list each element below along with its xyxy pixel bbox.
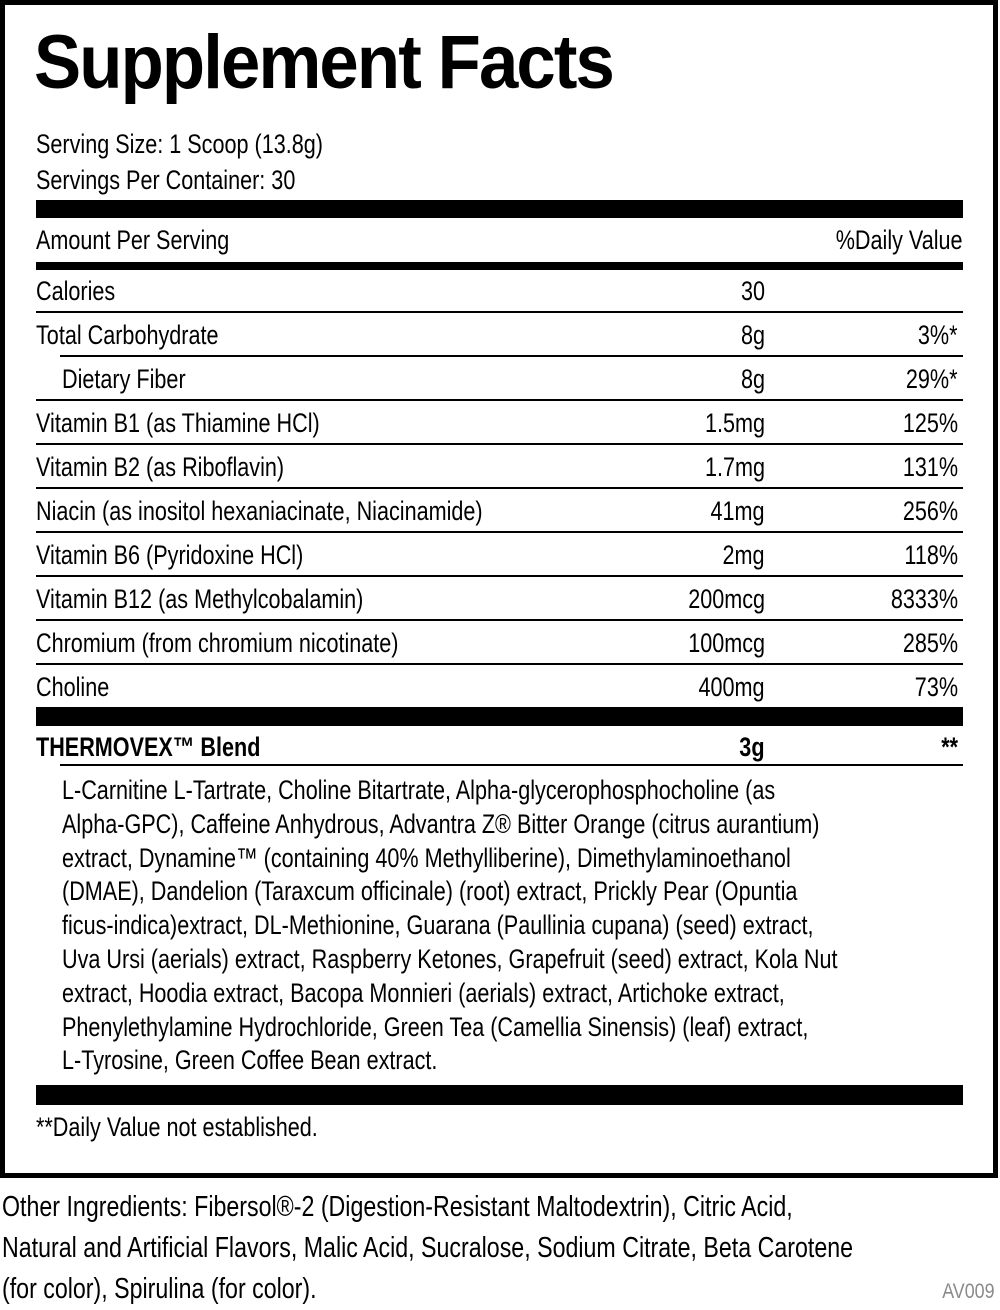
nutrient-daily-value: 73%	[914, 672, 958, 702]
nutrient-row: Niacin (as inositol hexaniacinate, Niaci…	[0, 496, 1000, 526]
divider-thick	[36, 1085, 963, 1105]
nutrient-amount: 41mg	[710, 496, 765, 526]
nutrient-amount: 1.5mg	[704, 408, 765, 438]
nutrient-daily-value: 3%*	[918, 320, 958, 350]
product-code: AV009	[941, 1280, 994, 1303]
serving-size: Serving Size: 1 Scoop (13.8g)	[36, 129, 323, 159]
nutrient-amount: 8g	[740, 320, 765, 350]
amount-per-serving-header: Amount Per Serving	[36, 225, 230, 255]
divider-thick	[36, 707, 963, 726]
blend-ingredient-line: extract, Dynamine™ (containing 40% Methy…	[62, 842, 791, 873]
blend-ingredient-line: L-Tyrosine, Green Coffee Bean extract.	[62, 1045, 438, 1076]
divider-medium	[36, 262, 963, 270]
nutrient-amount: 200mcg	[688, 584, 765, 614]
nutrient-amount: 400mg	[698, 672, 765, 702]
other-ingredients-line: Other Ingredients: Fibersol®-2 (Digestio…	[2, 1191, 793, 1223]
nutrient-name: Chromium (from chromium nicotinate)	[36, 628, 399, 658]
nutrient-daily-value: 256%	[902, 496, 958, 526]
footnote: **Daily Value not established.	[36, 1112, 318, 1142]
blend-name: THERMOVEX™ Blend	[36, 732, 261, 762]
nutrient-daily-value: 118%	[904, 540, 958, 570]
blend-dv: **	[941, 732, 958, 762]
blend-ingredient-line: Uva Ursi (aerials) extract, Raspberry Ke…	[62, 944, 838, 974]
nutrient-name: Dietary Fiber	[62, 364, 186, 394]
divider-thin	[36, 575, 963, 577]
nutrient-amount: 1.7mg	[704, 452, 765, 482]
nutrient-row: Total Carbohydrate 8g 3%*	[0, 320, 1000, 350]
divider-thin	[60, 355, 963, 357]
divider-thin	[36, 663, 963, 665]
other-ingredients-line: (for color), Spirulina (for color).	[2, 1273, 317, 1305]
nutrient-name: Vitamin B6 (Pyridoxine HCl)	[36, 540, 304, 570]
nutrient-row: Dietary Fiber 8g 29%*	[0, 364, 1000, 394]
blend-row: THERMOVEX™ Blend 3g **	[0, 732, 1000, 762]
nutrient-row: Vitamin B2 (as Riboflavin) 1.7mg 131%	[0, 452, 1000, 482]
nutrient-daily-value: 285%	[902, 628, 958, 658]
nutrient-row: Vitamin B12 (as Methylcobalamin) 200mcg …	[0, 584, 1000, 614]
servings-per-container: Servings Per Container: 30	[36, 165, 296, 195]
nutrient-row: Vitamin B6 (Pyridoxine HCl) 2mg 118%	[0, 540, 1000, 570]
nutrient-name: Calories	[36, 276, 116, 306]
nutrient-daily-value: 29%*	[906, 364, 958, 394]
blend-ingredient-line: extract, Hoodia extract, Bacopa Monnieri…	[62, 977, 785, 1008]
nutrient-amount: 2mg	[722, 540, 765, 570]
nutrient-row: Calories 30	[0, 276, 1000, 306]
nutrient-amount: 8g	[740, 364, 765, 394]
nutrient-row: Vitamin B1 (as Thiamine HCl) 1.5mg 125%	[0, 408, 1000, 438]
blend-ingredient-line: Phenylethylamine Hydrochloride, Green Te…	[62, 1011, 809, 1042]
blend-ingredient-line: ficus-indica)extract, DL-Methionine, Gua…	[62, 910, 814, 941]
nutrient-row: Chromium (from chromium nicotinate) 100m…	[0, 628, 1000, 658]
divider-thin	[36, 399, 963, 401]
nutrient-daily-value: 131%	[902, 452, 958, 482]
nutrient-name: Vitamin B2 (as Riboflavin)	[36, 452, 285, 482]
divider-thin	[60, 764, 963, 766]
divider-thin	[36, 311, 963, 313]
nutrient-amount: 100mcg	[688, 628, 765, 658]
nutrient-name: Vitamin B1 (as Thiamine HCl)	[36, 408, 320, 438]
divider-thick	[36, 200, 963, 218]
nutrient-amount: 30	[740, 276, 765, 306]
blend-ingredient-line: L-Carnitine L-Tartrate, Choline Bitartra…	[62, 775, 776, 805]
divider-thin	[36, 487, 963, 489]
divider-thin	[36, 619, 963, 621]
nutrient-name: Total Carbohydrate	[36, 320, 219, 350]
nutrient-name: Niacin (as inositol hexaniacinate, Niaci…	[36, 496, 483, 526]
blend-amount: 3g	[739, 732, 765, 762]
nutrient-name: Vitamin B12 (as Methylcobalamin)	[36, 584, 364, 614]
nutrient-daily-value: 125%	[902, 408, 958, 438]
nutrient-name: Choline	[36, 672, 110, 702]
blend-ingredient-line: Alpha-GPC), Caffeine Anhydrous, Advantra…	[62, 808, 820, 839]
daily-value-header: %Daily Value	[836, 225, 963, 255]
panel-title: Supplement Facts	[34, 20, 615, 105]
divider-thin	[36, 443, 963, 445]
other-ingredients-line: Natural and Artificial Flavors, Malic Ac…	[2, 1232, 854, 1264]
blend-ingredient-line: (DMAE), Dandelion (Taraxcum officinale) …	[62, 876, 798, 907]
nutrient-daily-value: 8333%	[890, 584, 958, 614]
supplement-facts-panel	[0, 0, 998, 1178]
nutrient-row: Choline 400mg 73%	[0, 672, 1000, 702]
divider-thin	[36, 531, 963, 533]
